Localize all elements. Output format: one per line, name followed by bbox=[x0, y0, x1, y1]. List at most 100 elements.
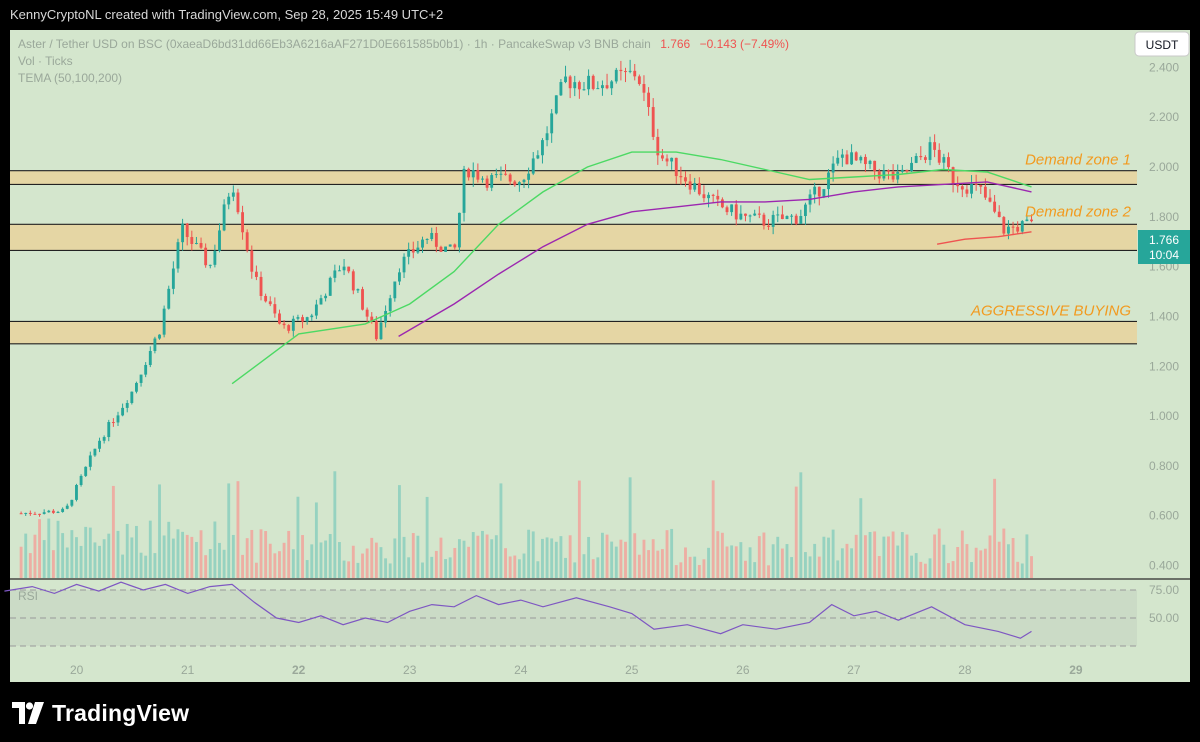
volume-bar bbox=[439, 537, 443, 578]
volume-bar bbox=[264, 531, 268, 578]
candle-body bbox=[840, 154, 844, 158]
volume-bar bbox=[28, 553, 32, 578]
candle-body bbox=[448, 244, 452, 247]
candle-body bbox=[471, 170, 475, 178]
volume-bar bbox=[836, 560, 840, 578]
volume-bar bbox=[56, 520, 60, 578]
demand-zone bbox=[10, 321, 1137, 344]
volume-bar bbox=[411, 533, 415, 578]
candle-body bbox=[338, 270, 341, 272]
volume-bar bbox=[1025, 534, 1029, 578]
volume-bar bbox=[896, 545, 900, 578]
volume-bar bbox=[983, 548, 987, 578]
volume-bar bbox=[24, 533, 28, 578]
candle-body bbox=[914, 155, 918, 163]
volume-bar bbox=[338, 542, 341, 578]
volume-bar bbox=[780, 548, 784, 578]
currency-button[interactable]: USDT bbox=[1134, 31, 1190, 57]
time-tick-label: 24 bbox=[514, 663, 528, 677]
candle-body bbox=[208, 264, 212, 266]
candle-body bbox=[762, 214, 766, 226]
candle-body bbox=[278, 313, 281, 324]
volume-bar bbox=[485, 534, 489, 578]
candle-body bbox=[744, 213, 747, 216]
candle-body bbox=[310, 315, 314, 318]
candle-body bbox=[905, 169, 909, 172]
volume-bar bbox=[241, 554, 244, 578]
candle-body bbox=[425, 239, 429, 241]
volume-bar bbox=[75, 537, 78, 578]
candle-body bbox=[836, 157, 840, 164]
candle-body bbox=[665, 158, 669, 162]
rsi-line bbox=[4, 581, 1032, 639]
candle-body bbox=[748, 215, 752, 217]
time-tick-label: 22 bbox=[292, 663, 306, 677]
candle-body bbox=[1030, 219, 1033, 222]
candle-body bbox=[541, 140, 544, 156]
candle-body bbox=[411, 249, 415, 253]
candle-body bbox=[679, 176, 683, 178]
candle-body bbox=[554, 95, 558, 114]
volume-bar bbox=[218, 542, 221, 578]
candle-body bbox=[116, 415, 120, 423]
volume-bar bbox=[296, 496, 300, 578]
volume-bar bbox=[587, 536, 591, 578]
volume-bar bbox=[739, 542, 743, 578]
volume-bar bbox=[490, 539, 494, 578]
candle-body bbox=[135, 382, 138, 392]
candle-body bbox=[947, 157, 950, 168]
candle-body bbox=[185, 223, 189, 238]
volume-bar bbox=[47, 518, 51, 578]
candle-body bbox=[619, 69, 623, 72]
candle-body bbox=[98, 440, 101, 449]
price-pane[interactable] bbox=[10, 30, 1137, 580]
volume-bar bbox=[919, 561, 923, 578]
volume-bar bbox=[102, 539, 106, 578]
zone-labels: Demand zone 1 Demand zone 2 AGGRESSIVE BUY… bbox=[970, 152, 1132, 320]
symbol-legend: Aster / Tether USD on BSC (0xaeaD6bd31dd… bbox=[18, 37, 789, 51]
candle-body bbox=[28, 512, 32, 514]
volume-bar bbox=[536, 561, 540, 578]
candle-body bbox=[633, 70, 637, 77]
volume-bar bbox=[684, 547, 687, 578]
candle-body bbox=[222, 204, 226, 231]
candle-body bbox=[951, 167, 955, 184]
candle-body bbox=[624, 71, 627, 73]
price-axis[interactable] bbox=[1137, 30, 1190, 682]
candle-body bbox=[725, 207, 729, 213]
volume-bar bbox=[711, 480, 715, 578]
price-tick-label: 1.200 bbox=[1149, 359, 1179, 373]
candle-body bbox=[651, 107, 655, 137]
candle-body bbox=[693, 183, 697, 190]
volume-bar bbox=[965, 544, 969, 578]
candle-body bbox=[942, 157, 946, 163]
candle-body bbox=[1016, 226, 1020, 232]
volume-bar bbox=[236, 481, 240, 578]
volume-bar bbox=[208, 549, 212, 578]
volume-bar bbox=[222, 549, 226, 578]
volume-bar bbox=[744, 560, 747, 578]
candle-body bbox=[462, 168, 466, 213]
volume-bar bbox=[868, 531, 872, 578]
volume-bar bbox=[33, 534, 37, 578]
candle-body bbox=[125, 403, 129, 408]
candle-body bbox=[960, 186, 964, 190]
volume-bar bbox=[882, 536, 886, 578]
volume-bar bbox=[453, 547, 457, 578]
candle-body bbox=[264, 295, 268, 302]
candle-body bbox=[928, 142, 932, 160]
candle-body bbox=[656, 136, 660, 156]
tradingview-footer[interactable]: TradingView bbox=[12, 696, 189, 730]
candle-body bbox=[457, 212, 461, 248]
candle-body bbox=[670, 157, 674, 162]
candle-body bbox=[259, 276, 263, 296]
time-axis[interactable] bbox=[10, 658, 1137, 682]
price-tick-label: 2.200 bbox=[1149, 110, 1179, 124]
volume-bar bbox=[610, 541, 614, 578]
rsi-legend: RSI bbox=[18, 589, 38, 603]
volume-bar bbox=[107, 533, 111, 578]
volume-bar bbox=[905, 534, 909, 578]
tema-line bbox=[398, 181, 1032, 338]
volume-bar bbox=[568, 535, 572, 578]
